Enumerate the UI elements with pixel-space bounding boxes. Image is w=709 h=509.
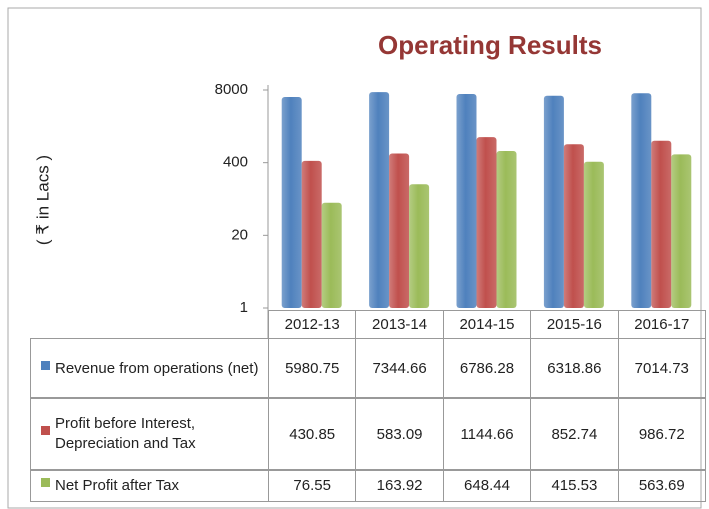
bar bbox=[671, 154, 692, 308]
y-tick-label: 1 bbox=[240, 299, 248, 316]
bar bbox=[301, 160, 322, 308]
value-cell: 415.53 bbox=[530, 469, 619, 502]
bar bbox=[476, 137, 497, 308]
legend-swatch bbox=[41, 360, 50, 370]
legend-cell: Net Profit after Tax bbox=[30, 469, 269, 502]
bar bbox=[321, 202, 342, 308]
bar bbox=[369, 92, 390, 308]
value-cell: 1144.66 bbox=[442, 397, 532, 471]
bar bbox=[496, 150, 517, 308]
bar bbox=[409, 184, 430, 308]
value-cell: 986.72 bbox=[617, 397, 706, 471]
legend-label: Net Profit after Tax bbox=[55, 476, 179, 494]
y-tick-label: 20 bbox=[231, 226, 248, 243]
legend-label: Profit before Interest, Depreciation and… bbox=[55, 415, 196, 452]
y-tick-label: 8000 bbox=[215, 81, 248, 98]
value-cell: 6786.28 bbox=[442, 338, 532, 399]
y-axis-label: ( ₹ in Lacs ) bbox=[33, 155, 52, 245]
bar bbox=[389, 153, 410, 308]
value-cell: 163.92 bbox=[355, 469, 444, 502]
legend-cell: Revenue from operations (net) bbox=[30, 338, 269, 399]
category-cell: 2014-15 bbox=[442, 310, 532, 339]
value-cell: 7344.66 bbox=[355, 338, 444, 399]
bar bbox=[631, 93, 652, 308]
category-cell: 2012-13 bbox=[268, 310, 357, 339]
value-cell: 563.69 bbox=[617, 469, 706, 502]
y-tick-label: 400 bbox=[223, 154, 248, 171]
value-cell: 852.74 bbox=[530, 397, 619, 471]
category-cell: 2015-16 bbox=[530, 310, 619, 339]
category-cell: 2013-14 bbox=[355, 310, 444, 339]
value-cell: 5980.75 bbox=[268, 338, 357, 399]
frame bbox=[7, 7, 702, 509]
category-cell: 2016-17 bbox=[617, 310, 706, 339]
value-cell: 76.55 bbox=[268, 469, 357, 502]
bar bbox=[563, 144, 584, 308]
value-cell: 6318.86 bbox=[530, 338, 619, 399]
legend-swatch bbox=[41, 477, 50, 487]
value-cell: 648.44 bbox=[442, 469, 532, 502]
value-cell: 7014.73 bbox=[617, 338, 706, 399]
chart-title: Operating Results bbox=[378, 30, 602, 60]
bar bbox=[456, 93, 477, 308]
bar bbox=[651, 140, 672, 308]
value-cell: 583.09 bbox=[355, 397, 444, 471]
legend-swatch bbox=[41, 426, 50, 435]
value-cell: 430.85 bbox=[268, 397, 357, 471]
legend-cell: Profit before Interest, Depreciation and… bbox=[30, 397, 269, 471]
bar bbox=[583, 161, 604, 308]
legend-label: Revenue from operations (net) bbox=[55, 359, 259, 377]
bar bbox=[281, 97, 302, 308]
bar bbox=[543, 95, 564, 308]
